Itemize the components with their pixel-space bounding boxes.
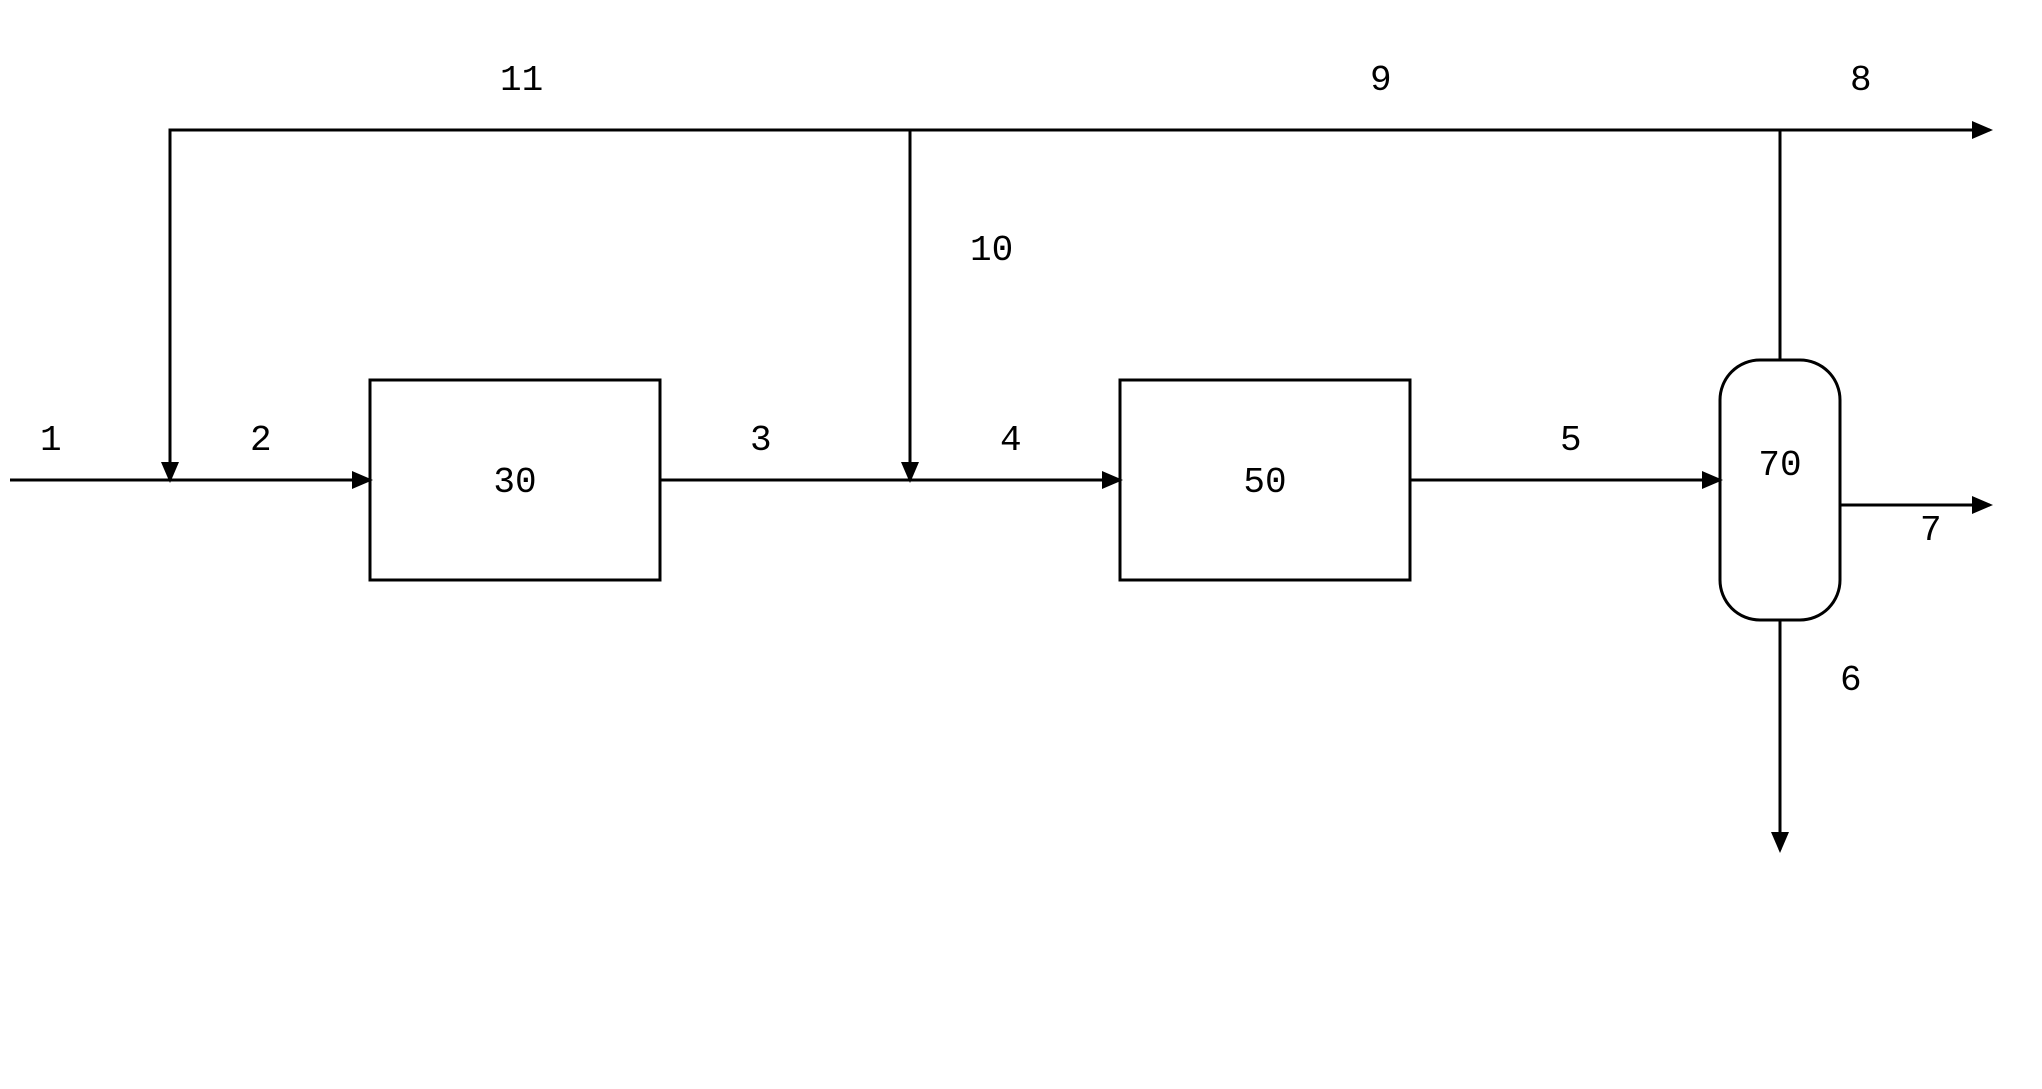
stream-label-1: 1 <box>40 420 62 461</box>
stream-label-5: 5 <box>1560 420 1582 461</box>
vessel-70 <box>1720 360 1840 620</box>
stream-11 <box>170 130 910 480</box>
unit-label-50: 50 <box>1243 462 1286 503</box>
stream-label-3: 3 <box>750 420 772 461</box>
stream-label-4: 4 <box>1000 420 1022 461</box>
process-flow-diagram: 1 2 3 4 5 6 7 8 9 10 11 30 50 70 <box>0 0 2042 1089</box>
stream-label-6: 6 <box>1840 660 1862 701</box>
unit-label-30: 30 <box>493 462 536 503</box>
vessel-label-70: 70 <box>1758 445 1801 486</box>
stream-label-8: 8 <box>1850 60 1872 101</box>
stream-label-11: 11 <box>500 60 543 101</box>
stream-label-7: 7 <box>1920 510 1942 551</box>
stream-label-10: 10 <box>970 230 1013 271</box>
stream-label-9: 9 <box>1370 60 1392 101</box>
stream-label-2: 2 <box>250 420 272 461</box>
stream-8 <box>1780 130 1990 360</box>
